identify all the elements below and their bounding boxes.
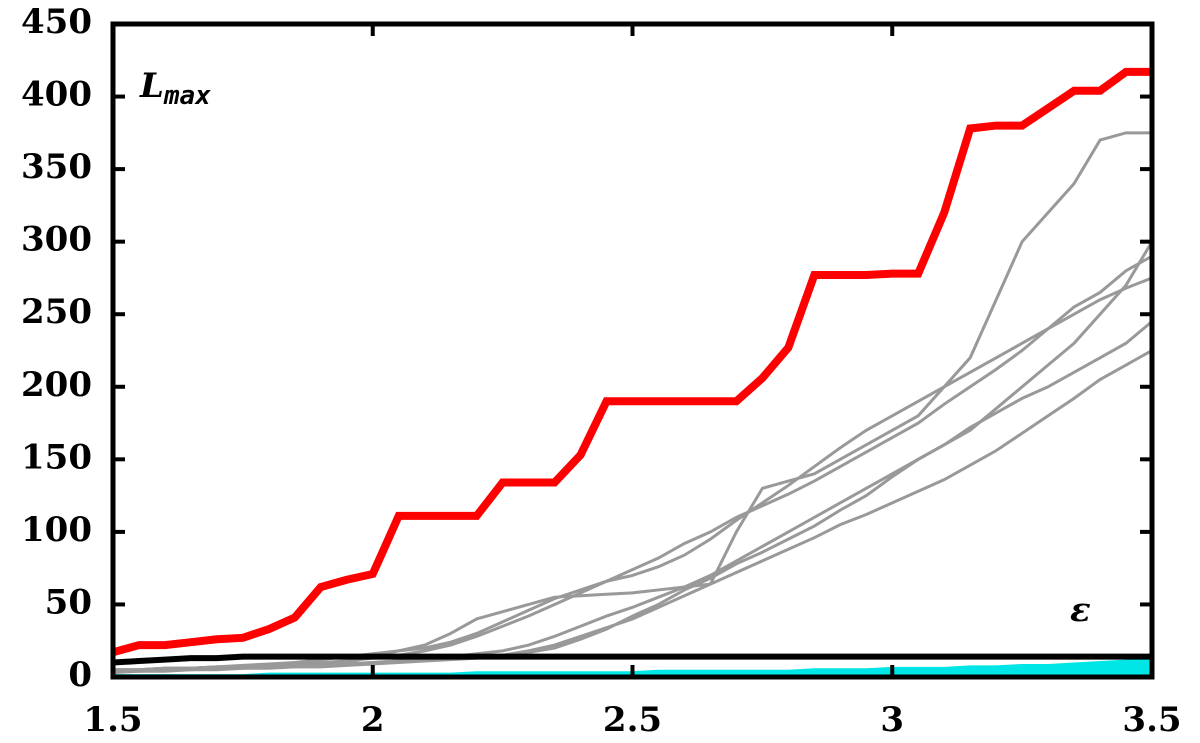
plot-area: [113, 67, 1152, 677]
x-tick-label: 2.5: [603, 700, 662, 740]
annotation-text: ε: [1070, 590, 1091, 630]
annotation-text: L: [139, 66, 164, 106]
x-tick-label: 3.5: [1122, 700, 1181, 740]
y-tick-label: 50: [45, 582, 92, 622]
y-tick-label: 350: [21, 147, 92, 187]
x-tick-label: 1.5: [83, 700, 142, 740]
y-tick-label: 400: [21, 75, 92, 115]
annotation: ε: [1070, 590, 1091, 630]
line: [113, 67, 1152, 657]
line: [113, 653, 1152, 666]
y-tick-label: 0: [68, 655, 92, 695]
annotation: Lmax: [139, 66, 211, 111]
y-tick-label: 150: [21, 437, 92, 477]
y-tick-label: 100: [21, 510, 92, 550]
line: [113, 240, 1152, 673]
y-tick-label: 450: [21, 2, 92, 42]
y-tick-label: 250: [21, 292, 92, 332]
y-tick-label: 200: [21, 365, 92, 405]
x-tick-label: 2: [361, 700, 385, 740]
annotation-subscript: max: [163, 81, 211, 111]
line: [113, 320, 1152, 673]
x-tick-label: 3: [880, 700, 904, 740]
line: [113, 276, 1152, 672]
y-tick-label: 300: [21, 220, 92, 260]
